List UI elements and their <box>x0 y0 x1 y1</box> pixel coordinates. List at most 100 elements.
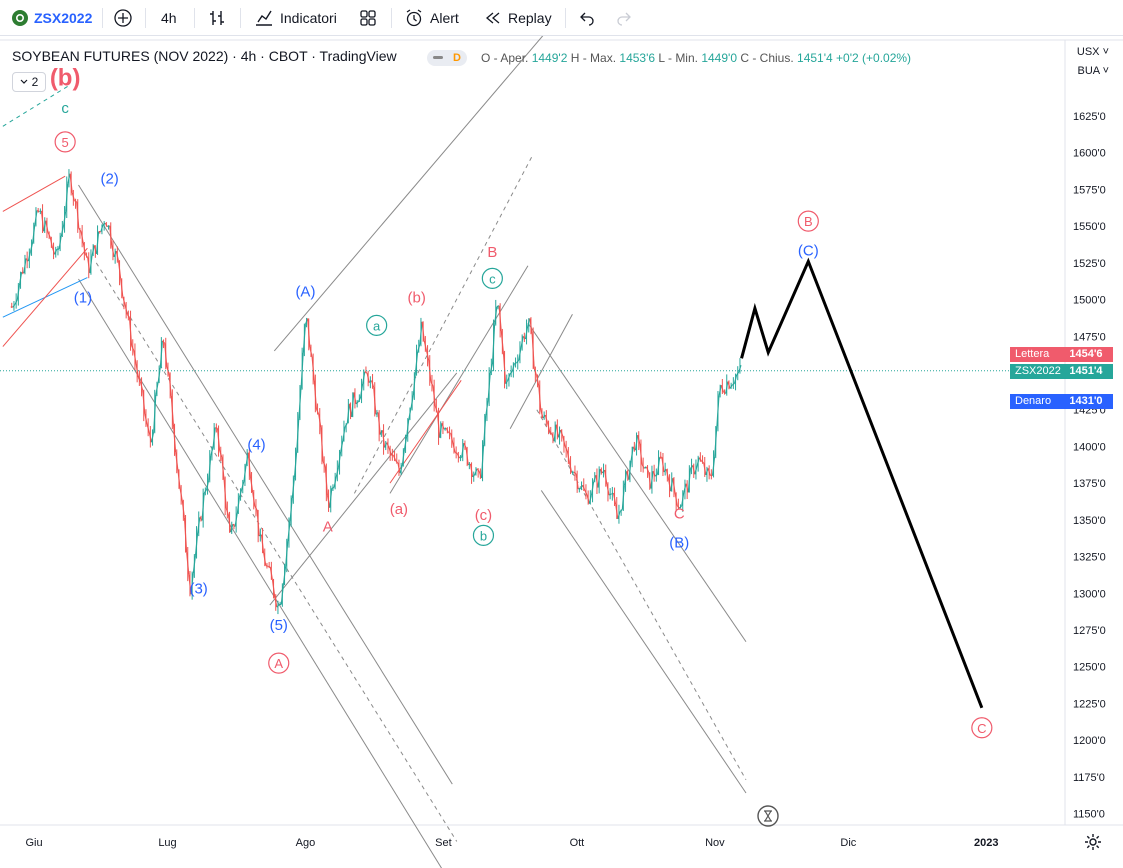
candle-body <box>606 484 610 496</box>
candle-body <box>632 446 636 451</box>
price-tick-label: 1175'0 <box>1073 772 1105 784</box>
candle-body <box>117 260 122 279</box>
compare-add-button[interactable] <box>113 7 133 29</box>
candle-body <box>282 566 287 585</box>
price-tick-label: 1550'0 <box>1073 221 1106 233</box>
last-price-tag: ZSX2022 1451'4 <box>1010 364 1113 379</box>
candle-body <box>274 595 278 608</box>
candle-body <box>423 340 427 351</box>
candle-body <box>247 452 251 477</box>
candle-body <box>168 373 172 396</box>
channel-line-g <box>540 490 747 794</box>
candle-body <box>150 431 155 443</box>
candle-body <box>399 465 403 474</box>
candle-body <box>641 464 645 469</box>
candle-body <box>49 237 53 248</box>
candle-body <box>364 371 368 374</box>
candle-body <box>524 326 529 340</box>
data-source-badge[interactable]: D <box>427 50 467 66</box>
candle-body <box>322 461 326 467</box>
candle-body <box>500 331 504 354</box>
candle-body <box>599 468 603 474</box>
candle-body <box>738 365 742 373</box>
unit-selector[interactable]: BUA ˅ <box>1077 65 1110 77</box>
candle-body <box>540 410 544 419</box>
bid-value: 1431'0 <box>1069 395 1103 407</box>
candle-body <box>533 368 537 376</box>
candle-body <box>582 485 586 491</box>
candle-body <box>166 366 170 374</box>
candle-body <box>388 447 392 456</box>
channel-line-c <box>353 155 533 494</box>
ohlc-values: O - Aper. 1449'2 H - Max. 1453'6 L - Min… <box>481 51 911 65</box>
eye-toggle-icon <box>433 56 443 59</box>
symbol-logo-icon <box>12 10 28 26</box>
candle-body <box>34 210 38 225</box>
candle-body <box>663 468 667 473</box>
price-tick-label: 1575'0 <box>1073 184 1106 196</box>
hourglass-icon[interactable] <box>757 805 779 827</box>
candle-body <box>718 385 722 396</box>
indicators-button[interactable]: Indicatori <box>254 7 337 29</box>
indicators-collapse-button[interactable]: 2 <box>12 72 46 92</box>
undo-button[interactable] <box>578 7 596 29</box>
candle-body <box>115 250 119 261</box>
candle-body <box>47 232 51 238</box>
wave-label: (4) <box>247 436 265 453</box>
candle-body <box>531 333 535 369</box>
candle-body <box>260 534 265 554</box>
candle-body <box>128 317 133 346</box>
candle-body <box>190 573 194 595</box>
chart-type-button[interactable] <box>207 7 227 29</box>
wave-label: (3) <box>189 580 207 597</box>
symbol-search[interactable]: ZSX2022 <box>12 7 92 29</box>
settings-gear-icon[interactable] <box>1084 833 1102 851</box>
candle-body <box>516 359 520 364</box>
templates-button[interactable] <box>358 7 378 29</box>
wave-labels: (b) c 5 (2) (1) (3) (4) (5) A (A) Aa (b) (a) Bc (c) b C (… <box>50 64 993 739</box>
candle-body <box>164 343 168 368</box>
candle-body <box>219 450 223 458</box>
candle-body <box>518 347 522 361</box>
candle-body <box>210 447 214 456</box>
candle-body <box>580 484 584 490</box>
candle-body <box>329 488 333 508</box>
price-axis: 1625'0 1600'0 1575'0 1550'0 1525'0 1500'0 1475… <box>1073 111 1106 821</box>
unit-label: BUA <box>1077 65 1100 77</box>
wave-label: A <box>274 656 283 671</box>
candle-body <box>703 462 707 476</box>
candle-body <box>621 485 625 510</box>
candle-body <box>454 451 458 454</box>
high-label: H - Max. <box>570 51 617 65</box>
time-axis: Giu Lug Ago Set Ott Nov Dic 2023 <box>25 837 998 849</box>
price-tick-label: 1225'0 <box>1073 698 1106 710</box>
candle-body <box>309 346 313 357</box>
candle-body <box>406 418 410 437</box>
candle-body <box>725 381 729 394</box>
candle-body <box>269 566 273 580</box>
candle-body <box>142 390 146 415</box>
candle-body <box>425 350 430 361</box>
candle-body <box>74 200 77 203</box>
candle-body <box>690 465 694 469</box>
bid-price-tag: Denaro 1431'0 <box>1010 394 1113 409</box>
change-value: +0'2 (+0.02%) <box>836 51 912 65</box>
candle-body <box>450 433 454 443</box>
redo-button[interactable] <box>615 7 633 29</box>
candle-body <box>560 429 564 437</box>
candle-body <box>520 336 524 348</box>
alert-button[interactable]: Alert <box>404 7 459 29</box>
candle-body <box>137 376 141 383</box>
candle-body <box>285 541 289 567</box>
currency-selector[interactable]: USX ˅ <box>1076 46 1109 58</box>
candle-body <box>637 435 641 445</box>
candle-body <box>93 245 97 255</box>
last-value: 1451'4 <box>1069 365 1103 377</box>
wave-label: B <box>487 244 497 261</box>
projection-path <box>740 257 984 709</box>
candle-body <box>14 299 18 305</box>
interval-button[interactable]: 4h <box>161 7 177 29</box>
candle-body <box>379 430 383 435</box>
replay-button[interactable]: Replay <box>484 7 552 29</box>
price-chart[interactable]: (b) c 5 (2) (1) (3) (4) (5) A (A) Aa (b) (a) Bc (c) b C (… <box>0 36 1123 868</box>
